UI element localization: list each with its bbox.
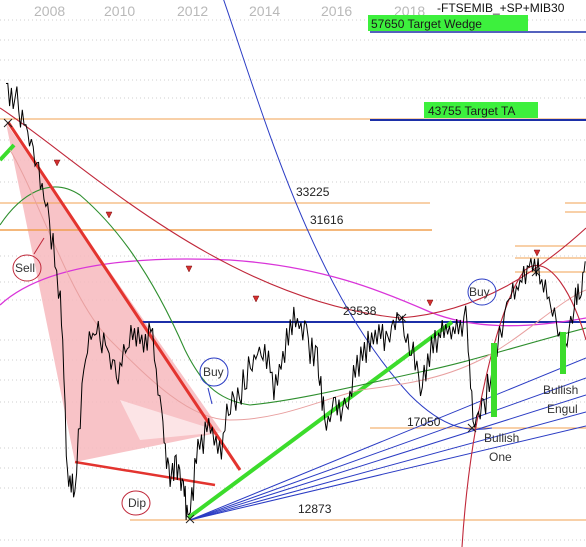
short-ma-line — [9, 149, 586, 421]
x-tick-label: 2012 — [177, 3, 208, 19]
annotation-bullish-engulfing: Bullish Engul — [543, 383, 578, 416]
x-axis-ticks: 2008 2010 2012 2014 2016 2018 — [34, 3, 425, 19]
annotation-buy-1: Buy — [199, 357, 229, 405]
falling-wedge-fill — [6, 123, 222, 462]
arc-lines — [0, 107, 586, 547]
long-ma-line — [0, 258, 586, 327]
level-label-33225: 33225 — [296, 185, 330, 199]
svg-text:Sell: Sell — [15, 261, 35, 275]
fan-lines — [189, 0, 586, 521]
annotation-sell: Sell — [12, 237, 45, 282]
level-labels: 33225 31616 23538 17050 12873 — [296, 185, 441, 516]
svg-text:Buy: Buy — [203, 365, 224, 379]
annotation-bullish-one: Bullish One — [484, 431, 519, 464]
svg-text:Engul: Engul — [547, 402, 578, 416]
level-label-12873: 12873 — [298, 502, 332, 516]
annotation-dip: Dip — [121, 490, 151, 516]
svg-text:Dip: Dip — [128, 496, 146, 510]
sell-markers — [53, 159, 541, 307]
level-label-23538: 23538 — [343, 304, 377, 318]
uptrend-line — [186, 320, 454, 520]
wedge-upper-line — [6, 121, 242, 471]
annotation-buy-2: Buy — [467, 278, 497, 306]
level-lines — [0, 31, 586, 521]
svg-text:Buy: Buy — [469, 285, 490, 299]
medium-ma-line — [0, 186, 586, 406]
x-tick-label: 2016 — [321, 3, 352, 19]
svg-text:57650 Target Wedge: 57650 Target Wedge — [371, 17, 482, 31]
svg-text:Bullish: Bullish — [543, 383, 578, 397]
price-series-line — [5, 82, 586, 521]
x-tick-label: 2014 — [249, 3, 280, 19]
wedge-lower-line — [74, 460, 216, 487]
wedge-highlight — [120, 400, 222, 440]
uptrend-fragment — [0, 143, 16, 162]
x-tick-label: 2008 — [34, 3, 65, 19]
level-label-17050: 17050 — [407, 415, 441, 429]
target-wedge-label: 57650 Target Wedge — [368, 15, 528, 31]
target-ta-label: 43755 Target TA — [424, 102, 538, 118]
level-label-31616: 31616 — [310, 213, 344, 227]
chart-title: -FTSEMIB_+SP+MIB30 — [437, 1, 565, 15]
bullish-candles — [491, 332, 566, 417]
svg-text:One: One — [489, 450, 512, 464]
svg-text:Bullish: Bullish — [484, 431, 519, 445]
svg-text:43755 Target TA: 43755 Target TA — [428, 104, 515, 118]
x-tick-label: 2010 — [104, 3, 135, 19]
